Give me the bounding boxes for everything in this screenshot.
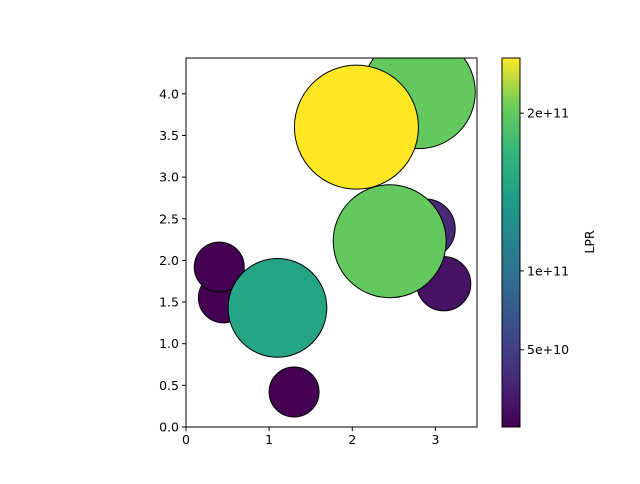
colorbar-tick-label: 5e+10 <box>527 342 569 357</box>
plot-frame <box>185 57 478 428</box>
y-tick-label: 1.5 <box>159 295 179 310</box>
y-tick-label: 2.5 <box>159 211 179 226</box>
colorbar-frame <box>501 57 521 428</box>
colorbar-label: LPR <box>582 230 597 254</box>
colorbar-tick-label: 2e+11 <box>527 106 569 121</box>
colorbar-axis: 5e+10 1e+11 2e+11 <box>520 106 569 357</box>
data-point <box>332 184 447 299</box>
y-axis: 0.0 0.5 1.0 1.5 2.0 2.5 3.0 3.5 4.0 <box>159 86 186 435</box>
y-tick-label: 1.0 <box>159 336 179 351</box>
colorbar <box>502 58 520 427</box>
x-tick-label: 0 <box>182 432 190 447</box>
y-tick-label: 0.0 <box>159 420 179 435</box>
x-tick-label: 3 <box>431 432 439 447</box>
data-point <box>227 258 328 358</box>
x-tick-label: 1 <box>265 432 273 447</box>
colorbar-tick-label: 1e+11 <box>527 263 569 278</box>
x-tick-label: 2 <box>348 432 356 447</box>
y-tick-label: 3.0 <box>159 170 179 185</box>
data-point <box>293 64 419 190</box>
x-axis: 0 1 2 3 <box>182 427 439 447</box>
points-layer <box>193 58 476 418</box>
y-tick-label: 3.5 <box>159 128 179 143</box>
y-tick-label: 4.0 <box>159 86 179 101</box>
y-tick-label: 2.0 <box>159 253 179 268</box>
data-point <box>268 366 320 418</box>
y-tick-label: 0.5 <box>159 378 179 393</box>
data-point <box>193 241 245 293</box>
